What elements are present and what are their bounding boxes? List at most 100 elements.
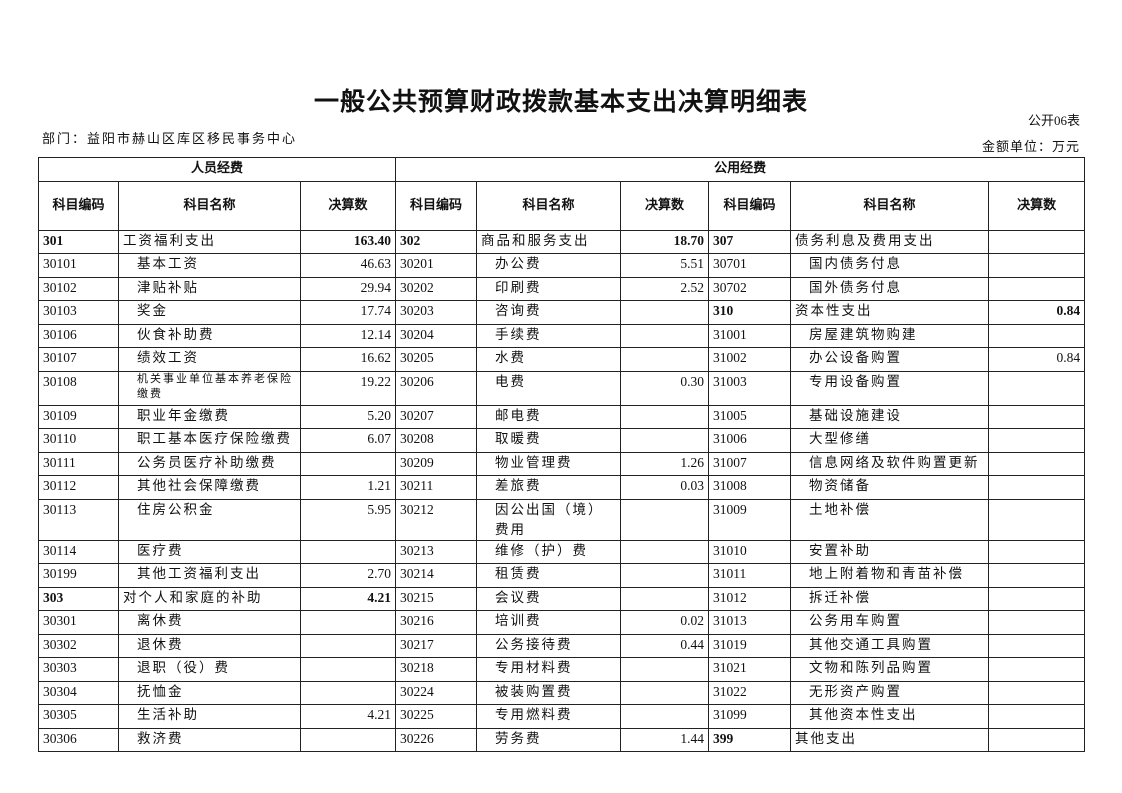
cell-name: 电费 [476,370,622,406]
cell-name: 邮电费 [476,404,622,429]
cell-amount [988,404,1086,429]
cell-amount: 4.21 [299,704,397,729]
cell-code: 30207 [395,404,478,429]
cell-code: 30208 [395,428,478,453]
cell-amount [988,253,1086,278]
table-row: 30199 其他工资福利支出 2.70 30214 租赁费 31011 地上附着物和青苗补偿 [38,563,1086,588]
cell-name: 基础设施建设 [790,404,990,429]
table-row: 30303 退职（役）费 30218 专用材料费 31021 文物和陈列品购置 [38,657,1086,682]
column-header: 科目名称 [790,180,990,231]
cell-code: 30106 [38,323,119,348]
cell-amount: 0.84 [988,347,1086,372]
column-header: 科目名称 [476,180,622,231]
table-row: 30103 奖金 17.74 30203 咨询费 310 资本性支出 0.84 [38,300,1086,325]
cell-amount [988,229,1086,254]
cell-code: 31008 [708,475,792,500]
cell-name: 债务利息及费用支出 [790,229,990,254]
cell-amount: 163.40 [299,229,397,254]
cell-amount [620,428,710,453]
cell-code: 30103 [38,300,119,325]
cell-name: 咨询费 [476,300,622,325]
cell-amount [988,323,1086,348]
cell-name: 对个人和家庭的补助 [118,586,301,611]
cell-name: 水费 [476,347,622,372]
cell-amount [988,704,1086,729]
column-header: 科目名称 [118,180,301,231]
cell-amount [620,539,710,564]
cell-amount [299,657,397,682]
cell-name: 国外债务付息 [790,276,990,301]
cell-code: 30226 [395,727,478,752]
table-row: 30106 伙食补助费 12.14 30204 手续费 31001 房屋建筑物购建 [38,323,1086,348]
cell-code: 302 [395,229,478,254]
cell-code: 31009 [708,498,792,541]
cell-amount [299,633,397,658]
cell-name: 印刷费 [476,276,622,301]
cell-code: 30206 [395,370,478,406]
column-header: 科目编码 [708,180,792,231]
group-header-public: 公用经费 [395,157,1086,182]
cell-name: 住房公积金 [118,498,301,541]
cell-amount [988,370,1086,406]
cell-name: 职业年金缴费 [118,404,301,429]
cell-code: 301 [38,229,119,254]
cell-amount: 29.94 [299,276,397,301]
cell-amount [620,323,710,348]
cell-name: 奖金 [118,300,301,325]
cell-amount: 5.20 [299,404,397,429]
cell-name: 房屋建筑物购建 [790,323,990,348]
cell-name: 绩效工资 [118,347,301,372]
cell-amount [988,539,1086,564]
cell-name: 商品和服务支出 [476,229,622,254]
cell-code: 30114 [38,539,119,564]
cell-code: 31001 [708,323,792,348]
table-row: 30107 绩效工资 16.62 30205 水费 31002 办公设备购置 0.84 [38,347,1086,372]
cell-name: 其他社会保障缴费 [118,475,301,500]
cell-name: 租赁费 [476,563,622,588]
cell-name: 信息网络及软件购置更新 [790,451,990,476]
cell-name: 救济费 [118,727,301,752]
cell-code: 31005 [708,404,792,429]
cell-name: 办公费 [476,253,622,278]
cell-name: 基本工资 [118,253,301,278]
cell-name: 机关事业单位基本养老保险缴费 [118,370,301,406]
cell-name: 公务用车购置 [790,610,990,635]
cell-code: 30303 [38,657,119,682]
cell-name: 专用燃料费 [476,704,622,729]
cell-code: 30301 [38,610,119,635]
cell-name: 差旅费 [476,475,622,500]
page-title: 一般公共预算财政拨款基本支出决算明细表 [313,87,808,116]
cell-code: 31022 [708,680,792,705]
cell-code: 30304 [38,680,119,705]
cell-code: 30113 [38,498,119,541]
cell-code: 31010 [708,539,792,564]
cell-amount: 18.70 [620,229,710,254]
cell-code: 303 [38,586,119,611]
cell-code: 30212 [395,498,478,541]
cell-amount [299,680,397,705]
table-row: 303 对个人和家庭的补助 4.21 30215 会议费 31012 拆迁补偿 [38,586,1086,611]
cell-code: 30214 [395,563,478,588]
cell-code: 399 [708,727,792,752]
cell-code: 31013 [708,610,792,635]
column-header: 决算数 [299,180,397,231]
cell-amount [620,498,710,541]
cell-amount [299,451,397,476]
cell-name: 国内债务付息 [790,253,990,278]
cell-code: 30205 [395,347,478,372]
cell-name: 伙食补助费 [118,323,301,348]
cell-code: 30216 [395,610,478,635]
cell-code: 30215 [395,586,478,611]
cell-code: 31003 [708,370,792,406]
cell-amount: 16.62 [299,347,397,372]
cell-amount: 12.14 [299,323,397,348]
cell-code: 31012 [708,586,792,611]
cell-code: 30201 [395,253,478,278]
cell-name: 维修（护）费 [476,539,622,564]
group-header-personnel: 人员经费 [37,157,397,182]
cell-name: 拆迁补偿 [790,586,990,611]
cell-amount [620,347,710,372]
department-label: 部门：益阳市赫山区库区移民事务中心 [42,131,298,146]
cell-name: 抚恤金 [118,680,301,705]
cell-amount [988,610,1086,635]
